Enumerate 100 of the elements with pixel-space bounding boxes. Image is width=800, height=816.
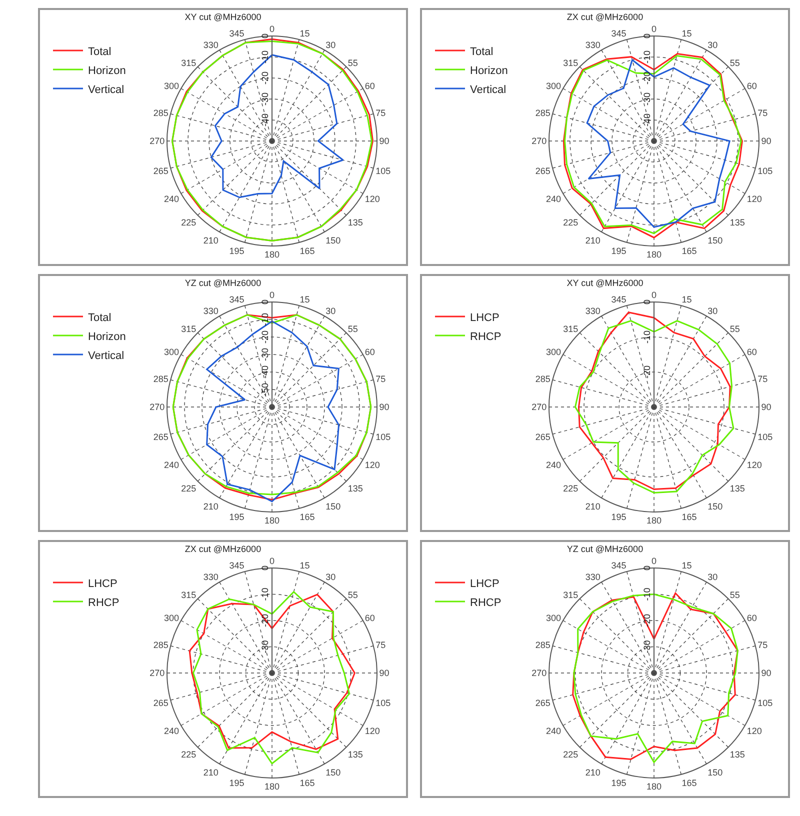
spoke-label: 105 xyxy=(758,166,773,176)
spoke-label: 90 xyxy=(761,402,772,412)
spoke-label: 105 xyxy=(758,698,773,708)
spoke-label: 135 xyxy=(730,483,745,494)
spoke-label: 285 xyxy=(153,108,168,118)
spoke-label: 135 xyxy=(730,217,745,228)
spoke-label: 285 xyxy=(153,640,168,650)
spoke-label: 120 xyxy=(746,460,762,470)
y-tick-label: -30 xyxy=(642,640,652,654)
spoke-label: 105 xyxy=(376,166,391,176)
chart-title: XY cut @MHz6000 xyxy=(184,12,262,22)
spoke-label: 195 xyxy=(229,512,244,522)
spoke-label: 165 xyxy=(300,246,315,256)
y-tick-label: -30 xyxy=(260,640,270,654)
spoke-label: 30 xyxy=(326,572,336,582)
spoke-label: 165 xyxy=(682,246,697,256)
spoke-label: 60 xyxy=(746,81,757,92)
spoke-label: 210 xyxy=(585,501,600,512)
spoke-label: 300 xyxy=(164,81,180,92)
chart-title: YZ cut @MHz6000 xyxy=(566,544,644,554)
spoke-label: 240 xyxy=(164,726,180,736)
spoke-label: 210 xyxy=(203,767,218,778)
legend-label: Horizon xyxy=(88,64,126,77)
spoke-label: 15 xyxy=(300,28,310,38)
spoke-label: 15 xyxy=(300,560,310,570)
spoke-label: 180 xyxy=(646,781,662,792)
spoke-label: 30 xyxy=(326,40,336,50)
legend-label: LHCP xyxy=(470,578,500,590)
spoke-label: 75 xyxy=(376,640,386,650)
spoke-label: 300 xyxy=(546,81,562,92)
spoke-label: 240 xyxy=(546,194,562,204)
spoke-label: 90 xyxy=(379,136,390,146)
y-tick-label: 0 xyxy=(651,290,657,300)
spoke-label: 30 xyxy=(326,306,336,316)
spoke-label: 180 xyxy=(264,249,280,260)
spoke-label: 225 xyxy=(181,483,196,494)
spoke-label: 270 xyxy=(532,136,547,146)
spoke-label: 120 xyxy=(364,460,380,470)
y-tick-label: -30 xyxy=(260,348,270,362)
spoke-label: 270 xyxy=(532,668,547,678)
spoke-label: 315 xyxy=(563,324,578,334)
spoke-label: 300 xyxy=(546,347,562,358)
spoke-label: 265 xyxy=(535,166,550,176)
spoke-label: 300 xyxy=(546,613,562,624)
spoke-label: 270 xyxy=(150,402,165,412)
spoke-label: 120 xyxy=(746,726,762,736)
spoke-label: 15 xyxy=(300,294,310,304)
chart-title: XY cut @MHz6000 xyxy=(566,278,644,288)
spoke-label: 150 xyxy=(708,235,723,246)
spoke-label: 75 xyxy=(376,108,386,118)
legend-label: Vertical xyxy=(470,84,506,96)
spoke-label: 330 xyxy=(585,572,600,582)
spoke-label: 120 xyxy=(746,194,762,204)
spoke-label: 225 xyxy=(563,749,578,760)
y-tick-label: -30 xyxy=(260,92,270,106)
spoke-label: 270 xyxy=(150,668,165,678)
y-tick-label: -20 xyxy=(260,614,270,628)
spoke-label: 315 xyxy=(181,324,196,334)
spoke-label: 330 xyxy=(585,306,600,316)
chart-title: ZX cut @MHz6000 xyxy=(566,12,644,22)
spoke-label: 345 xyxy=(229,28,244,38)
spoke-label: 90 xyxy=(761,136,772,146)
spoke-label: 15 xyxy=(682,28,692,38)
spoke-label: 60 xyxy=(746,613,757,624)
spoke-label: 315 xyxy=(563,58,578,68)
spoke-label: 195 xyxy=(611,512,626,522)
legend-label: RHCP xyxy=(88,596,120,609)
spoke-label: 330 xyxy=(203,572,218,582)
y-tick-label: -40 xyxy=(260,113,270,127)
y-tick-label: -10 xyxy=(642,588,652,601)
spoke-label: 75 xyxy=(376,374,386,384)
y-tick-label: 0 xyxy=(651,556,657,566)
spoke-label: 195 xyxy=(611,778,626,788)
y-tick-label: 0 xyxy=(269,24,275,34)
spoke-label: 270 xyxy=(150,136,165,146)
legend-label: Vertical xyxy=(88,84,124,96)
spoke-label: 240 xyxy=(164,460,180,470)
y-tick-label: -10 xyxy=(642,330,652,344)
spoke-label: 60 xyxy=(364,347,375,358)
spoke-label: 345 xyxy=(611,560,626,570)
spoke-label: 285 xyxy=(153,374,168,384)
spoke-label: 285 xyxy=(535,640,550,650)
spoke-label: 150 xyxy=(708,501,723,512)
spoke-label: 55 xyxy=(348,590,358,600)
spoke-label: 120 xyxy=(364,194,380,204)
y-tick-label: -20 xyxy=(260,71,270,85)
spoke-label: 195 xyxy=(229,246,244,256)
spoke-label: 105 xyxy=(376,432,391,442)
spoke-label: 210 xyxy=(203,501,218,512)
spoke-label: 225 xyxy=(181,217,196,228)
spoke-label: 165 xyxy=(300,512,315,522)
spoke-label: 195 xyxy=(611,246,626,256)
spoke-label: 195 xyxy=(229,778,244,788)
spoke-label: 30 xyxy=(708,572,718,582)
spoke-label: 90 xyxy=(379,668,390,678)
y-tick-label: -40 xyxy=(642,113,652,127)
spoke-label: 300 xyxy=(164,347,180,358)
y-tick-label: -20 xyxy=(260,330,270,344)
legend-label: Horizon xyxy=(88,330,126,343)
y-tick-label: 0 xyxy=(269,290,275,300)
